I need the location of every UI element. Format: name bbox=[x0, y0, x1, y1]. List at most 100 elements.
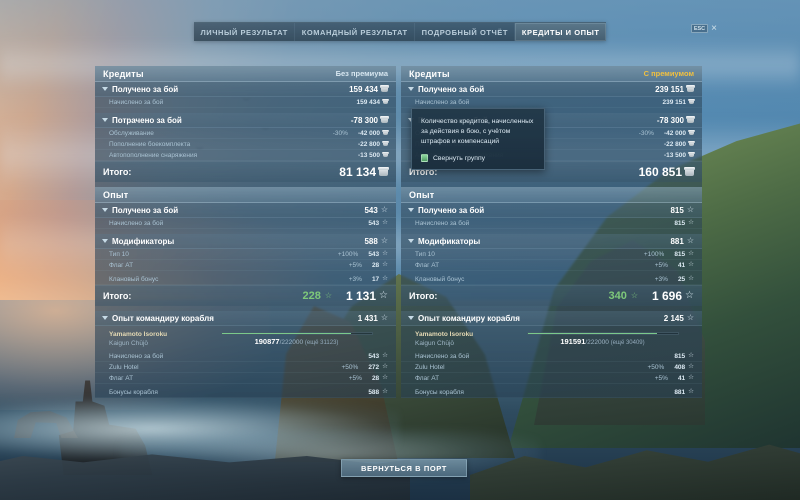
row-value: 41 bbox=[677, 374, 686, 382]
row-value: 543 bbox=[368, 352, 380, 360]
credits-total-row: Итого: 81 134 bbox=[95, 161, 396, 182]
group-xp-modifiers[interactable]: Модификаторы 881 ☆ bbox=[401, 234, 702, 249]
credits-icon bbox=[382, 151, 389, 158]
tab-personal-result[interactable]: ЛИЧНЫЙ РЕЗУЛЬТАТ bbox=[194, 23, 296, 41]
row-cmdr-flag-at: Флаг АТ +5% 28 ☆ bbox=[95, 373, 396, 384]
xp-star-icon: ☆ bbox=[379, 290, 388, 301]
row-value: 881 bbox=[674, 388, 686, 396]
row-label: Клановый бонус bbox=[415, 275, 465, 283]
tooltip: Количество кредитов, начисленных за дейс… bbox=[411, 108, 545, 170]
close-icon: × bbox=[711, 23, 717, 34]
row-label: Флаг АТ bbox=[109, 261, 134, 269]
xp-star-icon: ☆ bbox=[688, 261, 694, 268]
row-service: Обслуживание -30% -42 000 bbox=[95, 128, 396, 139]
group-xp-earned[interactable]: Получено за бой 543 ☆ bbox=[95, 203, 396, 218]
tab-credits-and-xp[interactable]: КРЕДИТЫ И ОПЫТ bbox=[515, 23, 606, 41]
xp-star-icon: ☆ bbox=[688, 374, 694, 381]
progress-total: /222000 bbox=[585, 339, 609, 346]
row-label: Начислено за бой bbox=[109, 219, 164, 227]
chevron-down-icon bbox=[102, 208, 108, 212]
row-modifier: +5% bbox=[654, 261, 668, 269]
group-value: 815 bbox=[670, 205, 684, 215]
xp-star-icon: ☆ bbox=[382, 275, 388, 282]
credits-mode-label: Без премиума bbox=[335, 69, 388, 78]
group-xp-modifiers[interactable]: Модификаторы 588 ☆ bbox=[95, 234, 396, 249]
row-modifier: +5% bbox=[348, 261, 362, 269]
credits-icon bbox=[688, 151, 695, 158]
row-type10: Тип 10 +100% 543 ☆ bbox=[95, 249, 396, 260]
group-value: 159 434 bbox=[349, 84, 378, 94]
commander-progress: 190877/222000 (ещё 31123) bbox=[205, 330, 388, 346]
group-value: -78 300 bbox=[350, 115, 378, 125]
xp-title: Опыт bbox=[409, 189, 435, 200]
row-value: 25 bbox=[677, 275, 686, 283]
commander-progress: 191591/222000 (ещё 30409) bbox=[511, 330, 694, 346]
row-credits-accrued: Начислено за бой 239 151 bbox=[401, 97, 702, 108]
credits-icon bbox=[378, 167, 389, 176]
row-label: Флаг АТ bbox=[109, 374, 134, 382]
row-label: Zulu Hotel bbox=[109, 363, 139, 371]
top-tab-bar: ЛИЧНЫЙ РЕЗУЛЬТАТ КОМАНДНЫЙ РЕЗУЛЬТАТ ПОД… bbox=[194, 22, 606, 41]
xp-star-icon: ☆ bbox=[380, 313, 388, 322]
total-value: 160 851 bbox=[638, 165, 682, 179]
commander-progress-text: 190877/222000 (ещё 31123) bbox=[205, 337, 388, 346]
xp-star-icon: ☆ bbox=[688, 219, 694, 226]
group-value: 1 431 bbox=[357, 313, 378, 323]
credits-icon bbox=[382, 98, 389, 105]
free-xp-star-icon: ☆ bbox=[630, 291, 638, 300]
commander-xp-progress-bar bbox=[526, 332, 679, 335]
row-label: Zulu Hotel bbox=[415, 363, 445, 371]
row-modifier: +100% bbox=[643, 250, 665, 258]
xp-star-icon: ☆ bbox=[382, 250, 388, 257]
free-xp-star-icon: ☆ bbox=[324, 291, 332, 300]
credits-icon bbox=[382, 129, 389, 136]
group-credits-earned[interactable]: Получено за бой 239 151 bbox=[401, 82, 702, 97]
progress-fill bbox=[527, 333, 657, 334]
close-button[interactable]: ESC × bbox=[690, 23, 717, 34]
total-value: 1 696 bbox=[652, 289, 683, 303]
group-xp-earned[interactable]: Получено за бой 815 ☆ bbox=[401, 203, 702, 218]
row-modifier: +5% bbox=[654, 374, 668, 382]
xp-star-icon: ☆ bbox=[380, 205, 388, 214]
tab-detailed-report[interactable]: ПОДРОБНЫЙ ОТЧЁТ bbox=[415, 23, 516, 41]
xp-star-icon: ☆ bbox=[688, 352, 694, 359]
row-value: 28 bbox=[371, 261, 380, 269]
row-value: 159 434 bbox=[356, 98, 381, 106]
credits-icon bbox=[686, 116, 695, 123]
row-xp-accrued: Начислено за бой 815 ☆ bbox=[401, 218, 702, 229]
group-credits-spent[interactable]: Потрачено за бой -78 300 bbox=[95, 113, 396, 128]
chevron-down-icon bbox=[408, 316, 414, 320]
group-commander-xp[interactable]: Опыт командиру корабля 1 431 ☆ bbox=[95, 311, 396, 326]
credits-section-header: Кредиты С премиумом bbox=[401, 66, 702, 82]
credits-title: Кредиты bbox=[103, 68, 144, 79]
total-value: 81 134 bbox=[339, 165, 376, 179]
row-value: 815 bbox=[674, 219, 686, 227]
credits-icon bbox=[380, 116, 389, 123]
commander-name: Yamamoto Isoroku bbox=[109, 331, 168, 338]
xp-star-icon: ☆ bbox=[688, 275, 694, 282]
panel-without-premium: Кредиты Без премиума Получено за бой 159… bbox=[95, 66, 396, 398]
chevron-down-icon bbox=[102, 316, 108, 320]
xp-star-icon: ☆ bbox=[688, 363, 694, 370]
tooltip-hint: Свернуть группу bbox=[421, 154, 535, 162]
chevron-down-icon bbox=[408, 208, 414, 212]
credits-icon bbox=[382, 140, 389, 147]
total-label: Итого: bbox=[103, 167, 132, 177]
group-credits-earned[interactable]: Получено за бой 159 434 bbox=[95, 82, 396, 97]
progress-remaining: (ещё 30409) bbox=[610, 340, 645, 346]
row-value: -22 800 bbox=[663, 140, 686, 148]
row-modifier: +5% bbox=[348, 374, 362, 382]
commander-name: Yamamoto Isoroku bbox=[415, 331, 474, 338]
tab-team-result[interactable]: КОМАНДНЫЙ РЕЗУЛЬТАТ bbox=[295, 23, 416, 41]
group-commander-xp[interactable]: Опыт командиру корабля 2 145 ☆ bbox=[401, 311, 702, 326]
commander-rank: Kaigun Chūjō bbox=[415, 340, 455, 347]
chevron-down-icon bbox=[408, 239, 414, 243]
credits-mode-label: С премиумом bbox=[643, 69, 694, 78]
group-label: Получено за бой bbox=[418, 205, 485, 215]
tooltip-text: Количество кредитов, начисленных за дейс… bbox=[421, 118, 534, 145]
progress-fill bbox=[221, 333, 351, 334]
row-value: -42 000 bbox=[663, 129, 686, 137]
back-to-port-button[interactable]: ВЕРНУТЬСЯ В ПОРТ bbox=[341, 459, 467, 477]
xp-star-icon: ☆ bbox=[382, 261, 388, 268]
row-zulu-hotel: Zulu Hotel +50% 272 ☆ bbox=[95, 362, 396, 373]
